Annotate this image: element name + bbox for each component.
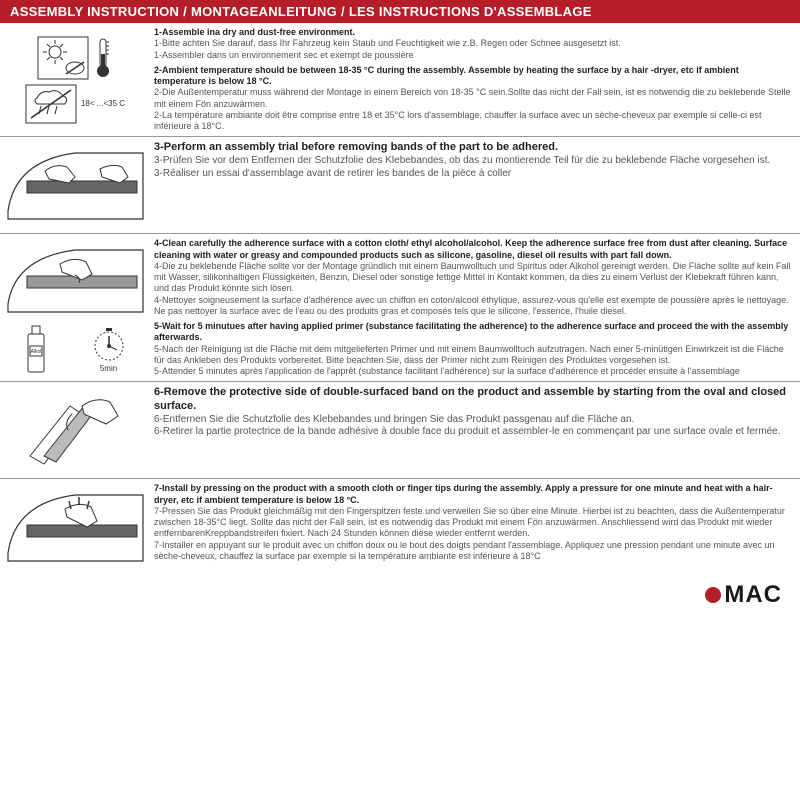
alcohol-bottle-icon: Alkol [22,322,50,376]
section-1-icons: 18< ...<35 C [0,23,150,136]
logo-text: MAC [724,581,782,609]
section-4-icons [0,382,150,478]
s3-p5-en: 5-Wait for 5 minutues after having appli… [154,321,792,344]
s1-p1-en: 1-Assemble ina dry and dust-free environ… [154,27,792,38]
header-title: ASSEMBLY INSTRUCTION / MONTAGEANLEITUNG … [0,0,800,23]
s1-p1-fr: 1-Assembler dans un environnement sec et… [154,50,792,61]
logo-dot-icon [705,587,721,603]
s1-p2-en: 2-Ambient temperature should be between … [154,65,792,88]
section-1-text: 1-Assemble ina dry and dust-free environ… [150,23,800,136]
s3-p4-fr: 4-Nettoyer soigneusement la surface d'ad… [154,295,792,318]
s1-p2-de: 2-Die Außentemperatur muss während der M… [154,87,792,110]
peel-tape-icon [10,386,140,474]
section-2-icons [0,137,150,233]
section-4: 6-Remove the protective side of double-s… [0,382,800,479]
s4-en: 6-Remove the protective side of double-s… [154,386,792,414]
s1-p2-fr: 2-La température ambiante doit être comp… [154,110,792,133]
clean-surface-icon [5,240,145,318]
s3-p5-fr: 5-Attender 5 minutes après l'application… [154,366,792,377]
s3-p4-en: 4-Clean carefully the adherence surface … [154,238,792,261]
s5-de: 7-Pressen Sie das Produkt gleichmäßig mi… [154,506,792,540]
section-5-icons [0,479,150,575]
section-1: 18< ...<35 C 1-Assemble ina dry and dust… [0,23,800,137]
s4-de: 6-Entfernen Sie die Schutzfolie des Kleb… [154,414,792,427]
section-3-icons: Alkol 5min [0,234,150,381]
footer: MAC [0,575,800,611]
s3-p5-de: 5-Nach der Reinigung ist die Fläche mit … [154,344,792,367]
no-rain-icon [25,84,77,124]
brand-logo: MAC [705,581,782,609]
section-5: 7-Install by pressing on the product wit… [0,479,800,575]
thermometer-icon [93,36,113,80]
section-3-text: 4-Clean carefully the adherence surface … [150,234,800,381]
s4-fr: 6-Retirer la partie protectrice de la ba… [154,426,792,439]
section-2-text: 3-Perform an assembly trial before remov… [150,137,800,233]
section-3: Alkol 5min 4-Clean carefully the adheren… [0,234,800,382]
trial-fit-icon [5,141,145,229]
timer-label: 5min [100,364,117,373]
section-4-text: 6-Remove the protective side of double-s… [150,382,800,478]
timer-icon [89,324,129,364]
s3-p4-de: 4-Die zu beklebende Fläche sollte vor de… [154,261,792,295]
press-install-icon [5,483,145,571]
section-5-text: 7-Install by pressing on the product wit… [150,479,800,575]
temp-range-label: 18< ...<35 C [81,99,125,108]
s2-en: 3-Perform an assembly trial before remov… [154,141,792,155]
section-2: 3-Perform an assembly trial before remov… [0,137,800,234]
sun-no-dust-icon [37,36,89,80]
s2-fr: 3-Réaliser un essai d'assemblage avant d… [154,168,792,181]
s2-de: 3-Prüfen Sie vor dem Entfernen der Schut… [154,155,792,168]
alkol-label: Alkol [30,349,41,355]
s1-p1-de: 1-Bitte achten Sie darauf, dass Ihr Fahr… [154,38,792,49]
s5-en: 7-Install by pressing on the product wit… [154,483,792,506]
s5-fr: 7-Installer en appuyant sur le produit a… [154,540,792,563]
